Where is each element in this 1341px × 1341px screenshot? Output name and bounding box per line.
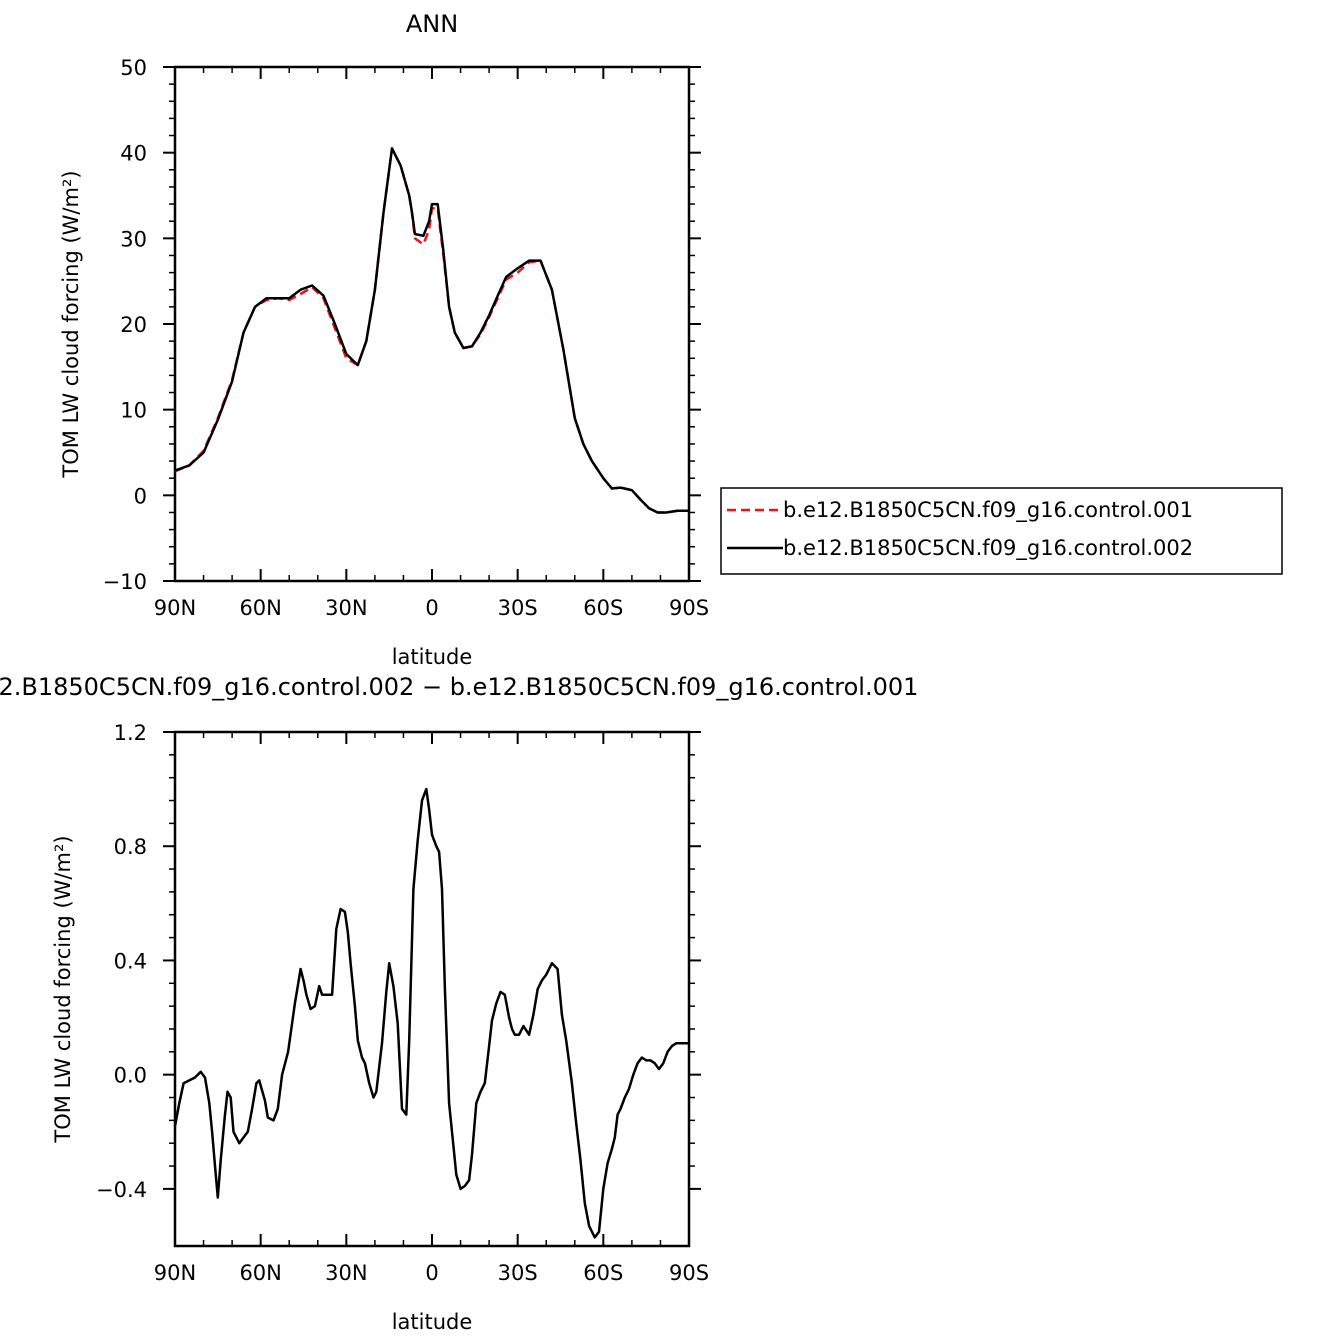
y-tick-label: −10 xyxy=(103,570,147,594)
x-tick-label: 90S xyxy=(669,1261,709,1285)
x-tick-label: 30N xyxy=(325,1261,367,1285)
y-tick-label: 10 xyxy=(120,399,147,423)
y-tick-label: 0.4 xyxy=(114,949,147,973)
legend-label-control-001: b.e12.B1850C5CN.f09_g16.control.001 xyxy=(783,498,1193,523)
chart-title-bottom: b.e12.B1850C5CN.f09_g16.control.002 − b.… xyxy=(0,673,918,701)
x-axis-label-bottom: latitude xyxy=(392,1310,473,1334)
x-tick-label: 30S xyxy=(498,596,538,620)
series-line-b.e12.B1850C5CN.f09_g16.control.002 xyxy=(174,147,689,514)
y-tick-label: 20 xyxy=(120,313,147,337)
bottom-chart: b.e12.B1850C5CN.f09_g16.control.002 − b.… xyxy=(0,673,918,1334)
x-tick-label: 90N xyxy=(154,596,196,620)
series-lines-bottom xyxy=(173,787,689,1239)
x-tick-label: 60N xyxy=(239,596,281,620)
legend: b.e12.B1850C5CN.f09_g16.control.001 b.e1… xyxy=(720,487,1283,575)
y-tick-label: 50 xyxy=(120,56,147,80)
x-axis-label-top: latitude xyxy=(392,645,473,669)
x-tick-label: 0 xyxy=(425,1261,438,1285)
y-axis-label-bottom: TOM LW cloud forcing (W/m²) xyxy=(51,835,75,1143)
top-chart: ANN 90N 60N 30N 0 30S 60S 90S −10 0 10 20 30 40 50 la… xyxy=(59,10,709,669)
y-tick-label: 30 xyxy=(120,227,147,251)
y-axis-label-top: TOM LW cloud forcing (W/m²) xyxy=(59,170,83,478)
y-tick-label: 0.8 xyxy=(114,835,147,859)
x-tick-label: 90S xyxy=(669,596,709,620)
plot-frame-bottom xyxy=(173,730,691,1248)
series-lines-top xyxy=(174,147,689,514)
legend-label-control-002: b.e12.B1850C5CN.f09_g16.control.002 xyxy=(783,536,1193,561)
axis-ticks-bottom: 90N 60N 30N 0 30S 60S 90S −0.4 0.0 0.4 0.8 1.2 xyxy=(96,721,709,1285)
y-tick-label: 0 xyxy=(134,484,147,508)
axis-ticks-top: 90N 60N 30N 0 30S 60S 90S −10 0 10 20 30 40 50 xyxy=(103,56,709,620)
series-line-difference xyxy=(173,787,689,1239)
x-tick-label: 30S xyxy=(498,1261,538,1285)
legend-box xyxy=(720,487,1283,575)
plot-frame-top xyxy=(173,65,691,583)
y-tick-label: −0.4 xyxy=(96,1178,147,1202)
x-tick-label: 90N xyxy=(154,1261,196,1285)
y-tick-label: 40 xyxy=(120,142,147,166)
x-tick-label: 0 xyxy=(425,596,438,620)
y-tick-label: 0.0 xyxy=(114,1064,147,1088)
y-tick-label: 1.2 xyxy=(114,721,147,745)
x-tick-label: 60S xyxy=(583,1261,623,1285)
chart-title-top: ANN xyxy=(406,10,458,38)
x-tick-label: 60S xyxy=(583,596,623,620)
x-tick-label: 60N xyxy=(239,1261,281,1285)
x-tick-label: 30N xyxy=(325,596,367,620)
